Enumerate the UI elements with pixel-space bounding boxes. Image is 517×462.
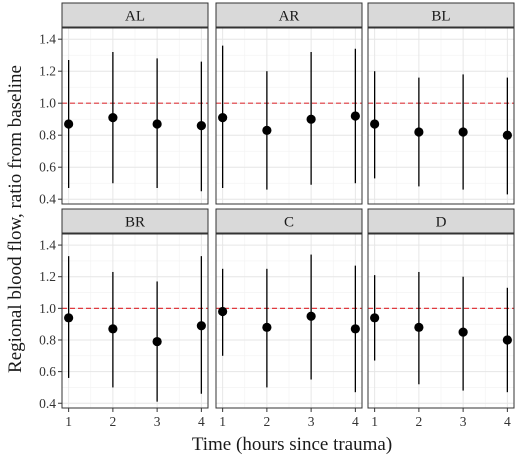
panel-al: AL 0.4 0.6 0.8 1.0 1.2 1.4 [39, 2, 209, 207]
panel-strip [215, 208, 363, 234]
data-point [350, 111, 360, 121]
data-point [306, 311, 316, 321]
x-tick-label: 2 [416, 414, 423, 429]
x-tick-label: 2 [110, 414, 117, 429]
panel-br: BR 0.4 0.6 0.8 1.0 1.2 1.4 1 2 3 4 [39, 208, 209, 429]
panel-bl: BL [367, 2, 515, 205]
panel-strip [367, 208, 515, 234]
data-point [152, 119, 162, 129]
data-point [350, 324, 360, 334]
y-tick-label: 0.4 [39, 192, 56, 207]
x-tick-label: 3 [460, 414, 467, 429]
y-tick-label: 1.4 [39, 32, 56, 47]
x-axis-title: Time (hours since trauma) [192, 434, 392, 455]
x-tick-label: 4 [504, 414, 511, 429]
data-point [108, 113, 118, 123]
data-point [218, 306, 228, 317]
panel-strip [367, 2, 515, 28]
data-point [108, 324, 118, 334]
panel-border [367, 27, 515, 205]
y-tick-label: 1.4 [39, 238, 56, 253]
y-tick-label: 1.2 [39, 64, 56, 79]
panel-ar: AR [215, 2, 363, 205]
y-tick-label: 0.6 [39, 160, 56, 175]
panel-strip [215, 2, 363, 28]
y-tick-label: 0.4 [39, 396, 56, 411]
panel-c: C 1 2 3 4 [215, 208, 363, 429]
y-tick-label: 0.8 [39, 332, 56, 347]
data-point [502, 130, 512, 140]
data-point [262, 322, 272, 332]
data-point [262, 125, 272, 135]
data-point [370, 119, 380, 129]
data-point [414, 127, 424, 137]
data-point [196, 321, 206, 331]
panel-strip-label: AR [279, 9, 300, 25]
data-point [152, 336, 162, 347]
panel-border [367, 233, 515, 409]
facet-panels: AL 0.4 0.6 0.8 1.0 1.2 1.4 AR BL BR 0.4 0.6 0.8 1.0 1.… [39, 2, 515, 429]
x-tick-label: 1 [219, 414, 226, 429]
y-tick-label: 1.0 [39, 96, 56, 111]
data-point [64, 119, 74, 129]
data-point [502, 335, 512, 345]
data-point [414, 322, 424, 332]
panel-strip-label: BL [431, 9, 450, 25]
data-point [458, 127, 468, 137]
panel-strip [61, 208, 209, 234]
data-point [64, 313, 74, 323]
y-axis-title: Regional blood flow, ratio from baseline [5, 65, 26, 373]
x-tick-label: 4 [352, 414, 359, 429]
y-tick-label: 0.6 [39, 364, 56, 379]
data-point [196, 121, 206, 131]
panel-border [61, 233, 209, 409]
panel-strip-label: D [436, 215, 447, 231]
y-tick-label: 0.8 [39, 128, 56, 143]
data-point [306, 114, 316, 124]
data-point [218, 113, 228, 123]
x-tick-label: 3 [308, 414, 315, 429]
panel-strip-label: C [284, 215, 294, 231]
panel-strip [61, 2, 209, 28]
y-tick-label: 1.0 [39, 301, 56, 316]
data-point [458, 327, 468, 337]
y-tick-label: 1.2 [39, 269, 56, 284]
x-tick-label: 3 [154, 414, 161, 429]
x-tick-label: 2 [264, 414, 271, 429]
panel-border [215, 27, 363, 205]
panel-border [215, 233, 363, 409]
data-point [370, 313, 380, 323]
x-tick-label: 4 [198, 414, 205, 429]
panel-strip-label: BR [125, 215, 145, 231]
panel-d: D 1 2 3 4 [367, 208, 515, 429]
x-tick-label: 1 [65, 414, 72, 429]
panel-border [61, 27, 209, 205]
panel-strip-label: AL [125, 9, 145, 25]
x-tick-label: 1 [371, 414, 378, 429]
